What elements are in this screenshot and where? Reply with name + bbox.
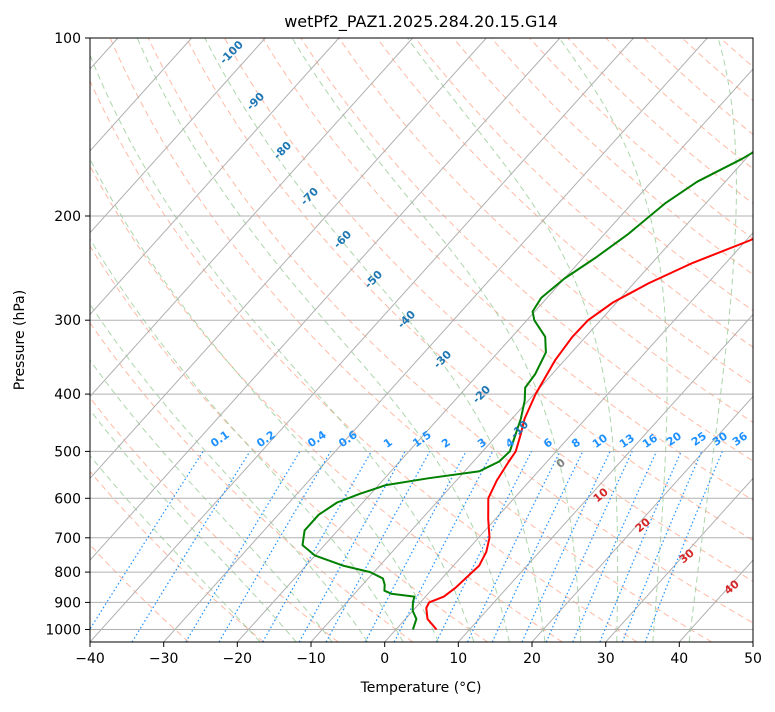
y-tick-label: 500 [54,444,81,460]
x-tick-label: 10 [449,651,467,667]
x-tick-label: 20 [523,651,541,667]
y-tick-label: 600 [54,491,81,507]
x-tick-label: −40 [75,651,105,667]
y-tick-label: 300 [54,313,81,329]
x-tick-label: 40 [670,651,688,667]
x-tick-label: −10 [296,651,326,667]
y-tick-label: 100 [54,31,81,47]
y-tick-label: 800 [54,565,81,581]
x-tick-label: −30 [149,651,179,667]
y-axis-label: Pressure (hPa) [12,290,28,390]
x-tick-label: 50 [744,651,762,667]
x-tick-label: 30 [597,651,615,667]
x-tick-label: 0 [380,651,389,667]
chart-title: wetPf2_PAZ1.2025.284.20.15.G14 [284,12,558,32]
y-tick-label: 1000 [45,623,81,639]
y-tick-label: 200 [54,209,81,225]
y-tick-label: 900 [54,595,81,611]
y-tick-label: 400 [54,387,81,403]
y-tick-label: 700 [54,531,81,547]
x-tick-label: −20 [223,651,253,667]
x-axis-label: Temperature (°C) [360,680,482,696]
